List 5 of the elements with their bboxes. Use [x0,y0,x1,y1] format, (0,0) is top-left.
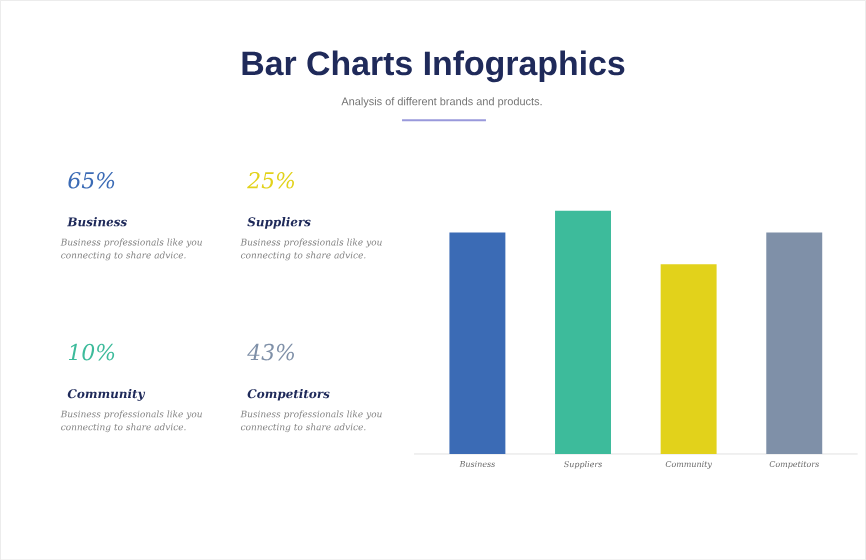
chart-title: Bar Charts Infographics [242,50,625,83]
text: 65% [68,171,115,189]
text: 43% [247,343,294,361]
text: 10% [68,343,115,361]
text: 25% [247,171,294,189]
